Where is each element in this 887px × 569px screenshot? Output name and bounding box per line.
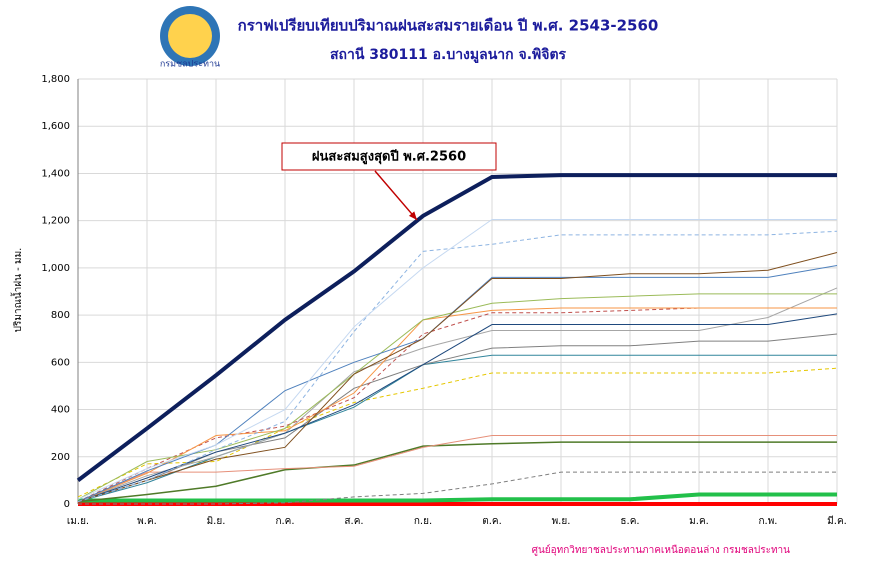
annotation-arrowhead	[408, 211, 417, 220]
y-tick-label: 1,200	[41, 216, 70, 227]
x-tick-label: ก.ย.	[414, 516, 432, 527]
grid: 0 200 400 600 800 1,000 1,200 1,400 1,600 1,800 เม…	[41, 74, 846, 527]
series-line	[77, 287, 838, 503]
series-line	[77, 313, 838, 503]
series-line	[76, 173, 837, 482]
chart-title: กราฟเปรียบเทียบปริมาณฝนสะสมรายเดือน ปี พ…	[238, 17, 659, 35]
y-tick-label: 1,600	[41, 121, 70, 132]
annotation-box	[281, 142, 497, 171]
x-tick-label: พ.ค.	[137, 516, 157, 527]
annotation-arrow	[374, 170, 418, 221]
x-tick-label: ม.ค.	[689, 516, 709, 527]
series-line	[77, 230, 838, 503]
logo-text: กรมชลประทาน	[160, 60, 220, 70]
x-tick-label: มิ.ย.	[207, 516, 226, 527]
x-tick-label: ส.ค.	[344, 516, 363, 527]
series-line	[77, 354, 837, 503]
logo-center	[168, 14, 212, 58]
series-line	[77, 441, 837, 503]
series-line	[77, 218, 837, 500]
series-line	[77, 307, 837, 503]
logo: กรมชลประทาน	[160, 6, 220, 70]
x-tick-label: พ.ย.	[552, 516, 571, 527]
x-tick-label: มี.ค.	[827, 515, 847, 527]
y-tick-label: 600	[51, 357, 70, 368]
y-tick-label: 800	[51, 310, 70, 321]
series-line	[78, 471, 837, 505]
series-line	[77, 333, 838, 503]
annotation-text: ฝนสะสมสูงสุดปี พ.ศ.2560	[312, 149, 466, 165]
series-line	[78, 492, 837, 503]
series-line	[77, 293, 837, 500]
y-tick-label: 1,400	[41, 168, 70, 179]
source-note: ศูนย์อุทกวิทยาชลประทานภาคเหนือตอนล่าง กร…	[532, 544, 791, 556]
x-tick-label: ก.ค.	[275, 516, 294, 527]
y-tick-label: 1,000	[41, 263, 70, 274]
y-tick-label: 200	[51, 452, 70, 463]
x-tick-label: เม.ย.	[67, 516, 89, 527]
y-tick-label: 1,800	[41, 74, 70, 85]
y-axis-label: ปริมาณน้ำฝน - มม.	[10, 248, 24, 333]
series-line	[77, 252, 838, 503]
x-tick-label: ต.ค.	[482, 516, 502, 527]
lines	[76, 173, 838, 506]
chart-subtitle: สถานี 380111 อ.บางมูลนาก จ.พิจิตร	[330, 47, 567, 63]
annotation: ฝนสะสมสูงสุดปี พ.ศ.2560	[281, 142, 497, 221]
series-line	[77, 367, 838, 498]
series-line	[77, 435, 837, 503]
y-tick-label: 0	[64, 499, 70, 510]
x-tick-label: ธ.ค.	[620, 516, 639, 527]
x-tick-label: ก.พ.	[758, 516, 777, 527]
y-tick-label: 400	[51, 405, 70, 416]
